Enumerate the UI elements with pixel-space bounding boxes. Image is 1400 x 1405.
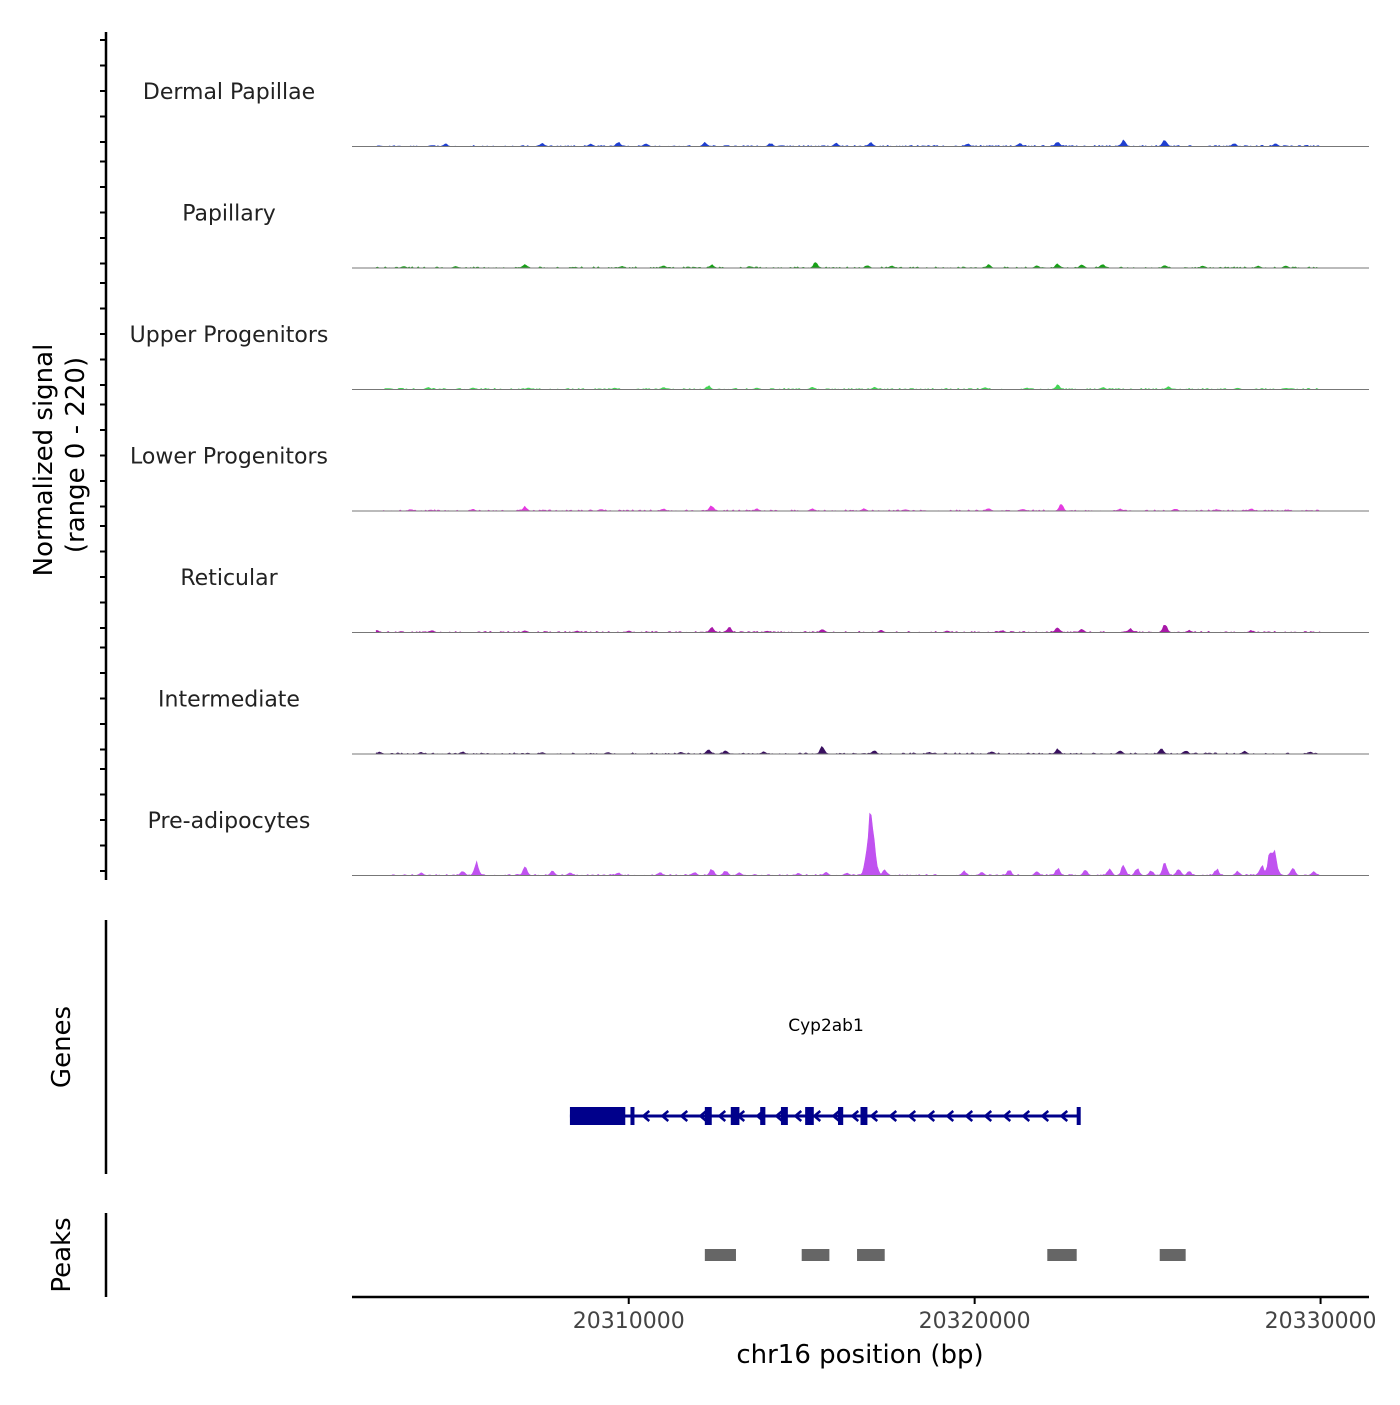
peak-region (801, 1249, 830, 1261)
exon-block (630, 1107, 635, 1125)
strand-arrow (869, 1110, 879, 1122)
strand-arrow (736, 1110, 746, 1122)
signal-y-axis (100, 32, 108, 880)
track-lower-progenitors: Lower Progenitors (130, 445, 1369, 512)
x-axis-label: chr16 position (bp) (736, 1340, 983, 1370)
exon-block (1076, 1107, 1081, 1125)
strand-arrow (983, 1110, 993, 1122)
signal-area (375, 262, 1321, 269)
strand-arrow (717, 1110, 727, 1122)
strand-arrow (641, 1110, 651, 1122)
utr-block (569, 1107, 626, 1125)
strand-arrow (850, 1110, 860, 1122)
strand-arrow (926, 1110, 936, 1122)
genes-track-label: Genes (47, 1006, 77, 1088)
track-label: Reticular (180, 566, 278, 591)
exon-block (838, 1107, 844, 1125)
exon-block (760, 1107, 766, 1125)
signal-area (376, 812, 1321, 876)
track-upper-progenitors: Upper Progenitors (130, 323, 1369, 390)
strand-arrow (907, 1110, 917, 1122)
track-label: Lower Progenitors (130, 445, 328, 470)
x-tick-label: 20330000 (1265, 1309, 1377, 1334)
y-axis-range-label: (range 0 - 220) (61, 357, 91, 553)
strand-arrow (660, 1110, 670, 1122)
track-label: Dermal Papillae (143, 80, 315, 105)
track-papillary: Papillary (182, 202, 1369, 269)
signal-area (375, 624, 1322, 633)
peak-region (1047, 1249, 1077, 1261)
peak-region (1159, 1249, 1186, 1261)
exon-block (704, 1107, 712, 1125)
signal-area (375, 746, 1321, 755)
strand-arrow (755, 1110, 765, 1122)
signal-tracks: Dermal Papillae Papillary Upper Progenitor… (130, 80, 1369, 876)
strand-arrow (945, 1110, 955, 1122)
exon-block (860, 1107, 868, 1125)
peak-region (704, 1249, 736, 1261)
signal-area (376, 139, 1321, 147)
strand-arrow (698, 1110, 708, 1122)
exon-block (805, 1107, 814, 1125)
track-label: Upper Progenitors (130, 323, 329, 348)
strand-arrow (1021, 1110, 1031, 1122)
peaks-track-label: Peaks (47, 1217, 77, 1292)
signal-area (376, 384, 1321, 390)
track-intermediate: Intermediate (158, 688, 1369, 755)
track-label: Intermediate (158, 688, 300, 713)
peak-region (857, 1249, 885, 1261)
peak-regions (704, 1249, 1186, 1261)
gene-model (569, 1107, 1081, 1125)
track-reticular: Reticular (180, 566, 1369, 633)
x-axis: 20310000 20320000 20330000 (573, 1297, 1377, 1334)
strand-arrow (888, 1110, 898, 1122)
x-tick-label: 20310000 (573, 1309, 685, 1334)
exon-block (780, 1107, 788, 1125)
exon-block (730, 1107, 740, 1125)
strand-arrow (1002, 1110, 1012, 1122)
strand-arrow (774, 1110, 784, 1122)
strand-arrow (793, 1110, 803, 1122)
track-label: Papillary (182, 202, 276, 227)
gene-name-label: Cyp2ab1 (788, 1016, 864, 1036)
track-label: Pre-adipocytes (148, 809, 311, 834)
strand-arrow (679, 1110, 689, 1122)
strand-arrow (812, 1110, 822, 1122)
strand-arrow (831, 1110, 841, 1122)
track-pre-adipocytes: Pre-adipocytes (148, 809, 1369, 876)
strand-arrow (1040, 1110, 1050, 1122)
signal-area (375, 504, 1321, 512)
y-axis-label: Normalized signal (29, 344, 59, 577)
strand-arrow (1059, 1110, 1069, 1122)
strand-arrow (964, 1110, 974, 1122)
x-tick-label: 20320000 (919, 1309, 1031, 1334)
track-dermal-papillae: Dermal Papillae (143, 80, 1369, 147)
